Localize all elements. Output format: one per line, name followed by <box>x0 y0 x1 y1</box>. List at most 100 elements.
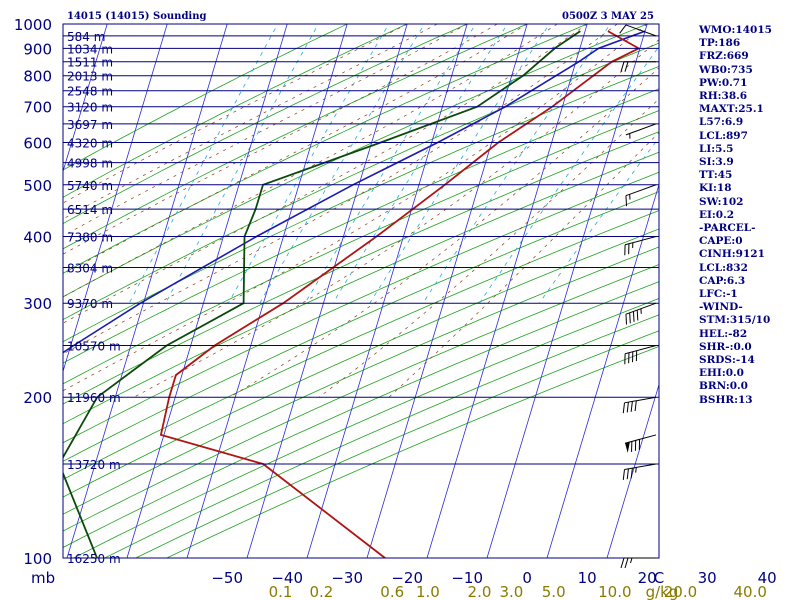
pressure-tick-label: 600 <box>23 134 52 152</box>
mixing-ratio-tick-label: g/kg <box>646 583 679 600</box>
dry-adiabat <box>63 264 659 532</box>
isotherm-line <box>126 24 288 558</box>
valid-time: 0500Z 3 MAY 25 <box>562 11 654 22</box>
pressure-tick-label: 400 <box>23 228 52 246</box>
pressure-tick-label: 100 <box>23 550 52 568</box>
index-item: SHR-:0.0 <box>699 340 752 353</box>
mixing-ratio-tick-label: 10.0 <box>598 583 631 600</box>
dry-adiabat <box>135 330 659 558</box>
index-item: EI:0.2 <box>699 208 735 221</box>
stability-indices-panel: WMO:14015 TP:186 FRZ:669 WB0:735 PW:0.71 RH:3… <box>699 24 772 407</box>
wind-barb <box>622 463 657 480</box>
temperature-tick-label: −40 <box>271 569 303 587</box>
dry-adiabat <box>63 228 659 498</box>
index-item: EHI:0.0 <box>699 367 744 380</box>
temperature-tick-label: 10 <box>578 569 597 587</box>
pressure-unit-label: mb <box>31 569 55 587</box>
index-item: CAP:6.3 <box>699 274 746 287</box>
mixing-ratio-tick-label: 0.1 <box>269 583 293 600</box>
dry-adiabat <box>63 24 589 274</box>
dry-adiabat <box>63 191 659 462</box>
temperature-tick-label: 40 <box>758 569 777 587</box>
height-label: 10570 m <box>67 340 121 354</box>
dry-adiabat <box>104 314 659 558</box>
temperature-tick-label: 20 <box>638 569 657 587</box>
index-item: CAPE:0 <box>699 235 743 248</box>
wind-barb <box>625 184 657 207</box>
mixing-ratio-tick-label: 20.0 <box>664 583 697 600</box>
wind-barb <box>624 434 657 453</box>
dry-adiabat <box>63 281 659 548</box>
index-item: SW:102 <box>699 195 744 208</box>
height-label: 2548 m <box>67 85 113 99</box>
index-item: -WIND- <box>699 301 743 314</box>
isotherm-line <box>63 24 168 373</box>
dry-adiabat <box>63 24 409 198</box>
height-label: 6514 m <box>67 203 113 217</box>
station-title: 14015 (14015) Sounding <box>67 11 207 22</box>
isotherm-line <box>546 183 659 558</box>
moist-adiabat <box>63 24 648 392</box>
index-item: PW:0.71 <box>699 76 748 89</box>
mixing-ratio-tick-label: 0.2 <box>310 583 334 600</box>
temperature-tick-label: −30 <box>331 569 363 587</box>
wind-barb <box>620 557 656 569</box>
dry-adiabat <box>63 171 659 444</box>
index-item: FRZ:669 <box>699 50 749 63</box>
isotherm-line <box>426 24 588 558</box>
index-item: STM:315/10 <box>699 314 771 327</box>
dry-adiabat <box>63 131 659 405</box>
isobar-lines <box>63 23 659 559</box>
mixing-ratio-line <box>227 24 390 304</box>
index-item: KI:18 <box>699 182 732 195</box>
index-item: L57:6.9 <box>699 116 744 129</box>
wind-barbs <box>619 24 657 569</box>
height-label: 11960 m <box>67 391 121 405</box>
pressure-tick-label: 1000 <box>14 16 52 34</box>
isotherm-line <box>306 24 468 558</box>
temperature-tick-label: C <box>654 569 664 587</box>
pressure-tick-label: 900 <box>23 40 52 58</box>
wind-barb <box>624 345 657 365</box>
index-item: WMO:14015 <box>699 24 772 36</box>
mixing-ratio-line <box>479 46 659 304</box>
mixing-ratio-line <box>332 24 508 304</box>
dry-adiabat <box>63 246 659 515</box>
dry-adiabat <box>63 88 659 364</box>
moist-adiabat <box>63 24 588 324</box>
pressure-tick-label: 800 <box>23 68 52 86</box>
index-item: RH:38.6 <box>699 90 748 103</box>
height-label: 2013 m <box>67 70 113 84</box>
parcel-trace <box>63 30 646 354</box>
index-item: BRN:0.0 <box>699 380 748 393</box>
isotherm-line <box>66 24 228 558</box>
mixing-ratio-tick-label: 5.0 <box>542 583 566 600</box>
height-label: 4998 m <box>67 157 113 171</box>
pressure-tick-label: 300 <box>23 295 52 313</box>
wind-barb <box>625 302 657 325</box>
height-label: 4320 m <box>67 136 113 150</box>
wind-barb <box>620 61 656 72</box>
index-item: SRDS:-14 <box>699 354 755 367</box>
wind-barb <box>624 236 657 256</box>
dry-adiabat <box>63 151 659 425</box>
temperature-tick-label: 0 <box>522 569 532 587</box>
dewpoint-trace <box>63 30 581 558</box>
height-label: 16250 m <box>67 552 121 566</box>
mixing-ratio-tick-label: 40.0 <box>733 583 766 600</box>
wind-barb <box>625 123 657 139</box>
moist-adiabat <box>63 24 438 220</box>
index-item: MAXT:25.1 <box>699 103 764 116</box>
isotherm-line <box>246 24 408 558</box>
axis-labels: 16250 m 13720 m 11960 m 10570 m 9370 m 8304 m… <box>14 16 777 600</box>
dry-adiabat <box>63 65 659 343</box>
mixing-ratio-line <box>128 24 279 304</box>
isotherm-line <box>0 13 51 570</box>
index-item: HEL:-82 <box>699 327 748 340</box>
isotherm-line <box>186 24 348 558</box>
mixing-ratio-line <box>304 24 477 304</box>
dry-adiabat <box>63 210 659 480</box>
index-item: SI:3.9 <box>699 156 734 169</box>
wind-barb <box>619 24 657 37</box>
